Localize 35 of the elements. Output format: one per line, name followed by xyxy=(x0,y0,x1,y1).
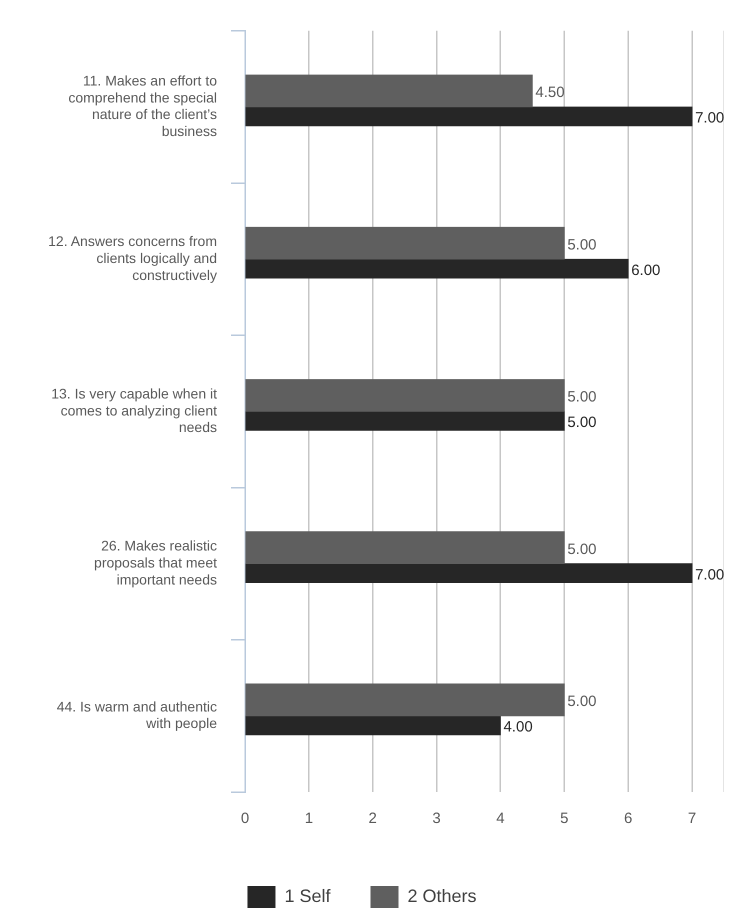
bar xyxy=(245,226,565,260)
data-label: 5.00 xyxy=(567,540,597,558)
x-tick-label: 7 xyxy=(688,810,696,828)
bar xyxy=(245,411,565,431)
data-label: 6.00 xyxy=(631,262,660,279)
bar xyxy=(245,74,533,108)
data-label: 7.00 xyxy=(695,110,724,127)
legend-label: 1 Self xyxy=(284,886,332,906)
data-label: 5.00 xyxy=(567,414,597,432)
data-label: 5.00 xyxy=(567,693,597,710)
data-label: 7.00 xyxy=(695,566,724,584)
y-tick-label: 12. Answers concerns from clients logically and constructively xyxy=(48,233,217,283)
data-label: 4.00 xyxy=(503,718,533,736)
x-tick-label: 3 xyxy=(432,810,441,828)
data-label: 4.50 xyxy=(535,84,565,102)
bar xyxy=(245,563,692,583)
x-tick-label: 5 xyxy=(560,810,569,828)
data-label: 5.00 xyxy=(567,236,597,254)
x-tick-label: 6 xyxy=(624,810,632,828)
bar xyxy=(245,531,565,564)
y-tick-label: 11. Makes an effort to comprehend the special nature of the client’s business xyxy=(68,72,218,139)
x-tick-label: 1 xyxy=(304,810,314,828)
x-tick-label: 0 xyxy=(240,810,250,828)
y-tick-label: 26. Makes realistic proposals that meet important needs xyxy=(94,538,218,588)
bar xyxy=(245,379,565,412)
x-tick-label: 2 xyxy=(368,810,377,828)
bar xyxy=(245,106,692,126)
bar xyxy=(245,258,629,278)
bar xyxy=(245,716,501,736)
y-tick-label: 44. Is warm and authentic with people xyxy=(56,698,218,732)
y-tick-label: 13. Is very capable when it comes to analyzing client needs xyxy=(51,385,218,436)
x-tick-label: 4 xyxy=(496,810,505,828)
bar xyxy=(245,684,565,716)
data-label: 5.00 xyxy=(567,388,597,406)
legend-label: 2 Others xyxy=(408,886,477,906)
